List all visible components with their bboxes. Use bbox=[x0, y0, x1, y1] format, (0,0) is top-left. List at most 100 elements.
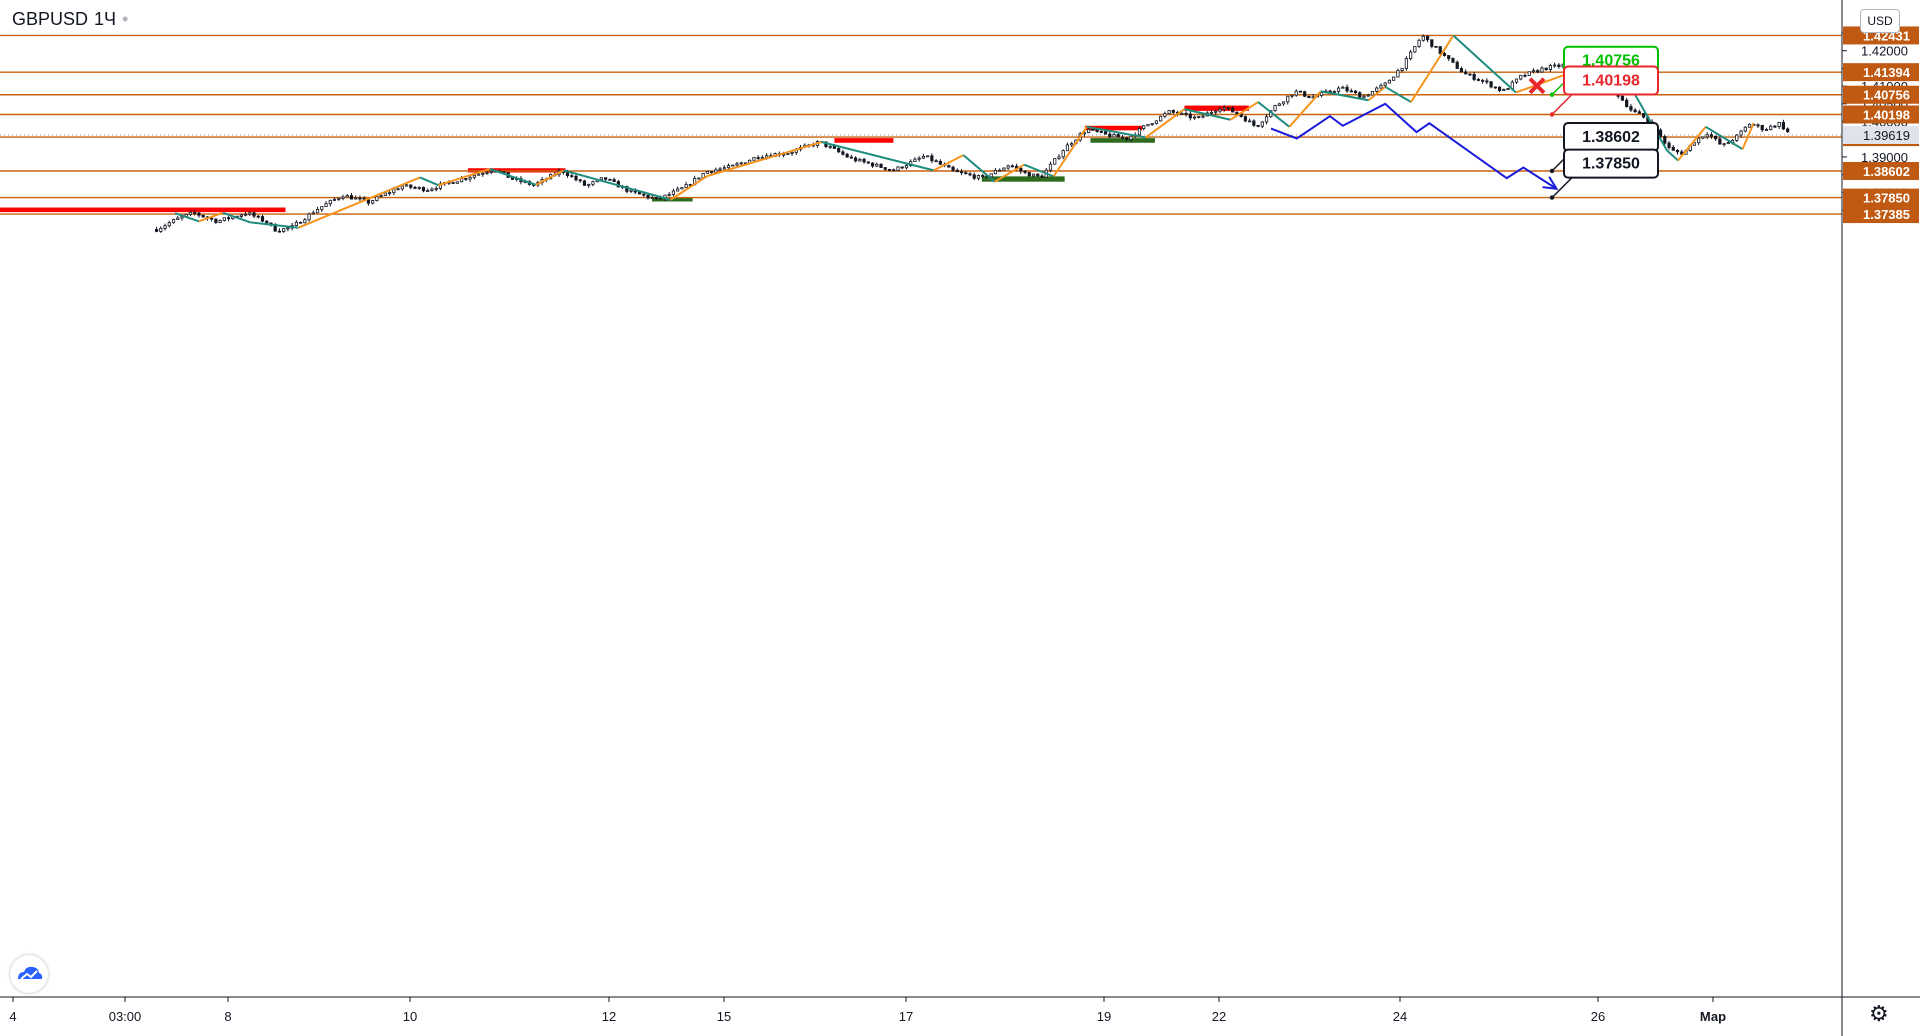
candle-body bbox=[315, 208, 320, 214]
candle-body bbox=[1769, 125, 1773, 130]
candle-body bbox=[1222, 107, 1226, 110]
zigzag-up-leg bbox=[1145, 108, 1185, 139]
candle-body bbox=[1320, 92, 1324, 96]
zigzag-down-leg bbox=[1320, 90, 1369, 102]
candle-body bbox=[1497, 86, 1502, 92]
candle-body bbox=[604, 177, 608, 180]
candle-body bbox=[1544, 67, 1548, 71]
candle-body bbox=[1735, 134, 1739, 141]
candle-body bbox=[671, 190, 676, 195]
candle-body bbox=[599, 177, 604, 181]
zigzag-up-leg bbox=[669, 175, 708, 201]
candle-body bbox=[1129, 135, 1133, 140]
zigzag-up-leg bbox=[1677, 126, 1707, 162]
candle-body bbox=[252, 212, 256, 217]
candle-body bbox=[404, 184, 409, 187]
candle-body bbox=[629, 189, 633, 192]
forecast-path[interactable] bbox=[1270, 102, 1558, 190]
candle-body bbox=[883, 167, 887, 170]
candle-body bbox=[1235, 111, 1239, 115]
candle-body bbox=[1226, 107, 1231, 110]
candle-body bbox=[1675, 149, 1680, 153]
candle-body bbox=[265, 220, 269, 224]
candle-body bbox=[1307, 95, 1311, 99]
candle-body bbox=[472, 174, 476, 178]
timeframe-label: 1Ч bbox=[94, 9, 117, 29]
zigzag-up-leg bbox=[1229, 101, 1259, 121]
candle-body bbox=[167, 222, 171, 227]
gear-icon[interactable]: ⚙ bbox=[1869, 1001, 1889, 1026]
candle-body bbox=[349, 195, 354, 200]
candle-body bbox=[870, 162, 875, 167]
candle-body bbox=[1531, 70, 1536, 73]
candle-body bbox=[188, 211, 193, 215]
zigzag-down-leg bbox=[489, 167, 537, 186]
candle-body bbox=[1184, 112, 1188, 115]
price-callout[interactable] bbox=[1563, 65, 1659, 96]
candle-body bbox=[413, 186, 417, 189]
candle-body bbox=[1383, 82, 1387, 86]
candle-body bbox=[1777, 121, 1781, 127]
candle-body bbox=[1629, 106, 1633, 111]
candle-body bbox=[1387, 79, 1392, 84]
candle-body bbox=[468, 176, 472, 180]
candle-body bbox=[1438, 46, 1442, 54]
candle-body bbox=[1019, 167, 1023, 172]
candle-body bbox=[646, 194, 650, 199]
candle-body bbox=[1506, 88, 1510, 90]
candle-body bbox=[1243, 116, 1247, 122]
candle-body bbox=[1061, 150, 1065, 158]
level-price-tag bbox=[1843, 63, 1919, 82]
symbol-title[interactable]: GBPUSD 1Ч • bbox=[12, 9, 128, 30]
candle-body bbox=[1142, 125, 1146, 129]
candle-body bbox=[502, 171, 506, 174]
candle-body bbox=[654, 197, 659, 200]
candle-body bbox=[756, 157, 760, 159]
candle-body bbox=[1637, 111, 1641, 114]
candle-body bbox=[570, 175, 574, 178]
candle-body bbox=[1231, 107, 1235, 113]
candle-body bbox=[1040, 175, 1044, 178]
level-price-label: 1.38602 bbox=[1863, 164, 1910, 179]
candle-body bbox=[998, 169, 1002, 172]
candle-body bbox=[951, 166, 955, 171]
price-callout[interactable] bbox=[1563, 148, 1659, 179]
price-tick-label: 1.39000 bbox=[1861, 150, 1908, 165]
currency-button[interactable]: USD bbox=[1860, 9, 1900, 33]
candle-body bbox=[451, 182, 455, 184]
candle-body bbox=[866, 161, 870, 164]
zigzag-up-leg bbox=[198, 211, 224, 223]
candle-body bbox=[210, 217, 214, 220]
candle-body bbox=[1413, 46, 1417, 53]
candle-body bbox=[311, 212, 315, 215]
candle-body bbox=[1137, 128, 1142, 136]
candle-body bbox=[409, 184, 413, 188]
candle-body bbox=[1027, 172, 1031, 177]
candle-body bbox=[1150, 123, 1154, 125]
candle-body bbox=[476, 173, 481, 176]
candle-body bbox=[299, 221, 303, 224]
candle-body bbox=[1476, 79, 1480, 81]
tradingview-logo[interactable] bbox=[10, 955, 48, 993]
candle-body bbox=[837, 148, 841, 153]
candle-body bbox=[718, 168, 722, 171]
candle-body bbox=[1353, 90, 1358, 94]
candle-body bbox=[248, 212, 252, 215]
candle-body bbox=[1747, 123, 1752, 128]
candle-body bbox=[1464, 71, 1468, 75]
candle-body bbox=[1264, 116, 1269, 123]
candle-body bbox=[841, 151, 845, 155]
candle-body bbox=[1192, 116, 1197, 119]
supply-zone bbox=[0, 207, 286, 213]
candle-body bbox=[282, 228, 286, 232]
candle-body bbox=[1290, 94, 1294, 97]
zigzag-down-leg bbox=[1452, 34, 1517, 94]
candle-body bbox=[612, 179, 616, 182]
candle-body bbox=[1485, 80, 1489, 83]
last-price-label: 1.39619 bbox=[1863, 128, 1910, 143]
candle-body bbox=[193, 211, 197, 214]
candle-body bbox=[981, 175, 985, 177]
candle-body bbox=[1786, 128, 1790, 133]
zigzag-down-leg bbox=[1023, 163, 1054, 178]
